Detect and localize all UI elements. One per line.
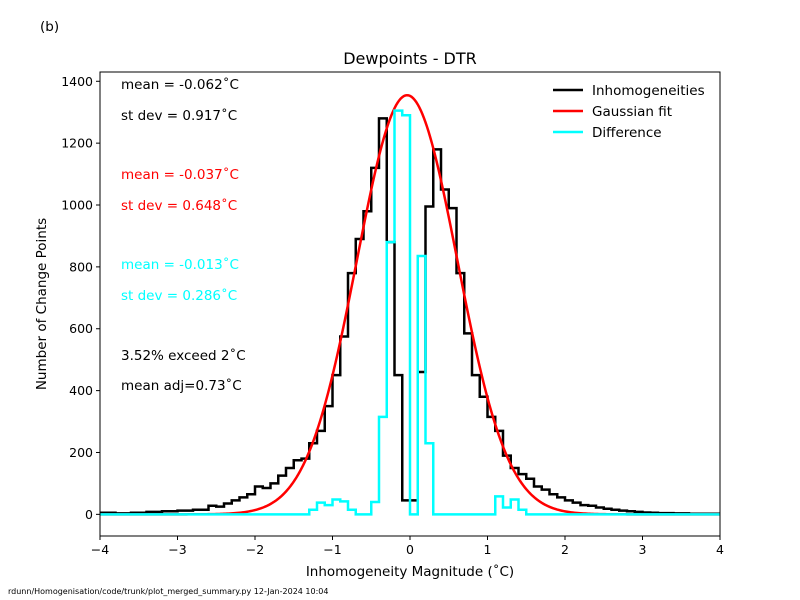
panel-label: (b) [40,19,59,35]
footer-text: rdunn/Homogenisation/code/trunk/plot_mer… [8,587,328,596]
legend-label-gaussian-fit: Gaussian fit [592,104,672,120]
x-tick-label: −1 [323,542,341,557]
y-tick-label: 1200 [61,136,93,151]
y-tick-label: 600 [69,321,93,336]
x-tick-label: −2 [246,542,264,557]
annotation-text: st dev = 0.917˚C [121,107,237,124]
annotation-text: mean = -0.062˚C [121,76,239,93]
x-axis: −4 −3 −2 −1 0 1 2 3 4 [91,536,724,557]
legend-label-difference: Difference [592,125,662,141]
x-tick-label: −3 [168,542,186,557]
annotation-text: 3.52% exceed 2˚C [121,347,246,364]
x-tick-label: 1 [484,542,492,557]
y-axis: 0 200 400 600 800 1000 1200 1400 [61,74,100,522]
annotation-text: mean = -0.037˚C [121,166,239,183]
annotation-text: st dev = 0.648˚C [121,197,237,214]
chart-title: Dewpoints - DTR [343,49,477,68]
x-tick-label: 2 [561,542,569,557]
annotation-text: st dev = 0.286˚C [121,287,237,304]
plot-series [100,93,720,516]
annotation-text: mean adj=0.73˚C [121,377,242,394]
y-tick-label: 1000 [61,198,93,213]
x-axis-label: Inhomogeneity Magnitude (˚C) [306,563,514,580]
x-tick-label: 0 [406,542,414,557]
x-tick-label: 3 [639,542,647,557]
y-axis-label: Number of Change Points [34,218,50,390]
legend: Inhomogeneities Gaussian fit Difference [553,83,705,141]
series-difference [100,109,720,516]
y-tick-label: 1400 [61,74,93,89]
y-tick-label: 800 [69,259,93,274]
legend-label-inhomogeneities: Inhomogeneities [592,83,705,99]
y-tick-label: 0 [85,507,93,522]
annotations: mean = -0.062˚C st dev = 0.917˚C mean = -0… [121,76,246,394]
y-tick-label: 400 [69,383,93,398]
annotation-text: mean = -0.013˚C [121,256,239,273]
x-tick-label: −4 [91,542,109,557]
y-tick-label: 200 [69,445,93,460]
x-tick-label: 4 [716,542,724,557]
